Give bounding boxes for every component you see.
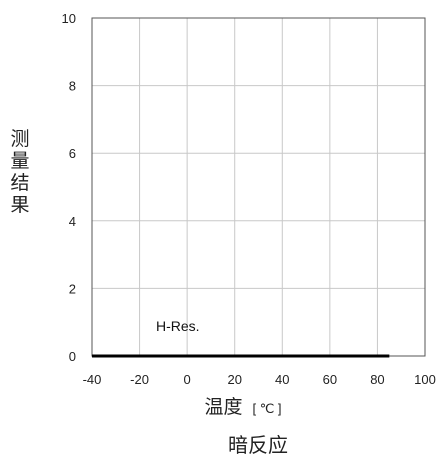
y-axis-label: 测量结果: [10, 128, 29, 216]
x-tick-labels: -40 -20 0 20 40 60 80 100: [83, 372, 436, 387]
y-tick-label: 4: [69, 214, 76, 229]
y-tick-label: 8: [69, 79, 76, 94]
chart-caption: 暗反应: [228, 433, 288, 457]
x-axis-label: 温度 [ ℃ ]: [204, 396, 281, 418]
y-axis-label-char: 结: [10, 172, 29, 194]
y-axis-label-char: 量: [10, 150, 29, 172]
y-tick-labels: 0 2 4 6 8 10: [62, 11, 76, 364]
x-tick-label: 60: [323, 372, 337, 387]
svg-text:测量结果: 测量结果: [10, 128, 29, 216]
x-tick-label: -20: [130, 372, 149, 387]
grid-lines: [91, 17, 426, 357]
y-tick-label: 10: [62, 11, 76, 26]
x-tick-label: 20: [227, 372, 241, 387]
y-axis-label-char: 测: [10, 128, 29, 150]
y-tick-label: 6: [69, 146, 76, 161]
x-axis-unit: [ ℃ ]: [252, 401, 281, 416]
x-tick-label: 100: [414, 372, 436, 387]
y-tick-label: 0: [69, 349, 76, 364]
x-axis-title: 温度: [204, 396, 242, 418]
y-axis-label-char: 果: [10, 194, 29, 216]
x-tick-label: 40: [275, 372, 289, 387]
x-tick-label: -40: [83, 372, 102, 387]
series-label: H-Res.: [156, 318, 200, 334]
x-tick-label: 80: [370, 372, 384, 387]
x-tick-label: 0: [184, 372, 191, 387]
plot-area-frame: [91, 17, 426, 357]
y-tick-label: 2: [69, 281, 76, 296]
